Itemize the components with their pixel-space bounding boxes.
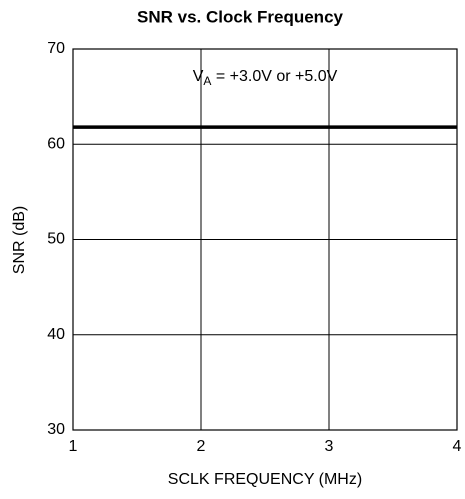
annotation-rest: = +3.0V or +5.0V: [211, 68, 337, 85]
x-tick-label: 2: [197, 438, 206, 455]
annotation-main: V: [193, 68, 204, 85]
x-tick-label: 3: [325, 438, 334, 455]
y-tick-label: 30: [47, 421, 65, 438]
y-tick-label: 40: [47, 326, 65, 343]
x-tick-label: 4: [453, 438, 462, 455]
y-tick-label: 50: [47, 231, 65, 248]
y-tick-label: 70: [47, 40, 65, 57]
plot-frame: [72, 48, 458, 431]
annotation-sub: A: [203, 74, 211, 88]
y-tick-label: 60: [47, 135, 65, 152]
annotation: VA = +3.0V or +5.0V: [193, 68, 338, 88]
chart-title: SNR vs. Clock Frequency: [137, 7, 344, 26]
y-axis-label: SNR (dB): [11, 206, 28, 274]
x-axis-label: SCLK FREQUENCY (MHz): [168, 471, 362, 488]
x-tick-label: 1: [69, 438, 78, 455]
